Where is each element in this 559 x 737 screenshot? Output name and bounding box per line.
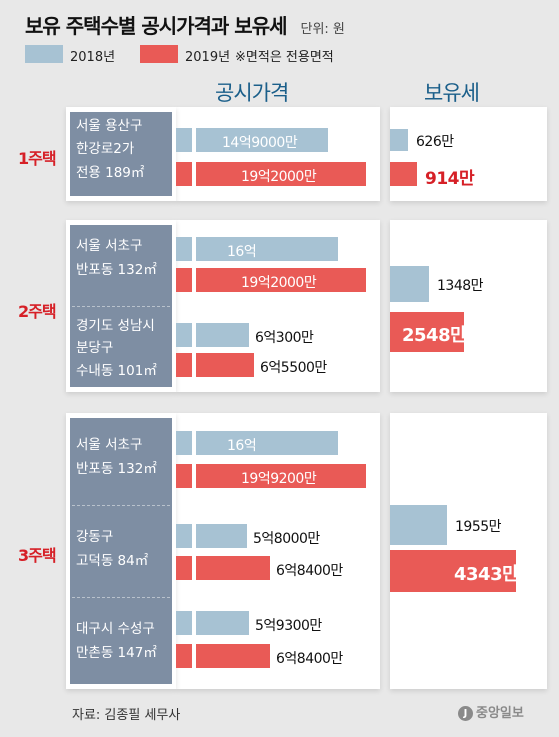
price-label-2019-5: 6억8400만 bbox=[276, 563, 343, 579]
property-label-3: 서울 서초구 반포동 132㎡ 강동구 고덕동 84㎡ 대구시 수성구 만촌동 … bbox=[70, 418, 172, 684]
tax-bar-2019-2 bbox=[390, 312, 464, 352]
tax-bar-2018-2 bbox=[390, 266, 429, 302]
property-1-line-2: 한강로2가 bbox=[76, 141, 135, 157]
property-5-line-2: 고덕동 84㎡ bbox=[76, 553, 149, 569]
column-header-price: 공시가격 bbox=[215, 81, 289, 105]
price-bar-2018-2 bbox=[196, 237, 338, 261]
source-note: 자료: 김종필 세무사 bbox=[72, 708, 181, 723]
property-4-line-1: 서울 서초구 bbox=[76, 437, 143, 453]
price-label-2019-6: 6억8400만 bbox=[276, 651, 343, 667]
legend-label-2018: 2018년 bbox=[70, 50, 116, 65]
price-bar-2018-5 bbox=[196, 524, 247, 548]
property-3-line-2: 분당구 bbox=[76, 340, 114, 356]
logo-text: 중앙일보 bbox=[476, 706, 524, 721]
title-text: 보유 주택수별 공시가격과 보유세 bbox=[25, 14, 287, 38]
tax-label-2019-3: 4343만 bbox=[454, 564, 519, 585]
tax-label-2018-1: 626만 bbox=[416, 134, 454, 150]
price-card-1 bbox=[176, 107, 380, 201]
price-bar-stub-2019-3 bbox=[176, 353, 192, 377]
tax-bar-2018-3 bbox=[390, 505, 447, 545]
price-label-2019-1: 19억2000만 bbox=[241, 169, 317, 185]
tax-label-2018-2: 1348만 bbox=[437, 278, 484, 294]
property-4-line-2: 반포동 132㎡ bbox=[76, 461, 157, 477]
tax-label-2019-2: 2548만 bbox=[402, 325, 467, 346]
price-bar-stub-2019-6 bbox=[176, 644, 192, 668]
price-label-2019-2: 19억2000만 bbox=[241, 275, 317, 291]
group-label-2: 2주택 bbox=[18, 302, 57, 321]
price-card-3 bbox=[176, 413, 380, 689]
tax-bar-2019-3 bbox=[390, 550, 516, 592]
tax-label-2019-1: 914만 bbox=[425, 169, 475, 189]
price-bar-2018-4 bbox=[196, 431, 338, 455]
tax-bar-2018-1 bbox=[390, 129, 408, 151]
price-bar-2019-6 bbox=[196, 644, 270, 668]
price-bar-stub-2019-4 bbox=[176, 464, 192, 488]
price-bar-stub-2018-5 bbox=[176, 524, 192, 548]
column-header-tax: 보유세 bbox=[424, 81, 480, 105]
tax-bar-2019-1 bbox=[390, 162, 417, 186]
property-1-line-3: 전용 189㎡ bbox=[76, 165, 145, 181]
tax-label-2018-3: 1955만 bbox=[455, 519, 502, 535]
area-note: ※면적은 전용면적 bbox=[235, 50, 334, 65]
property-divider-3a bbox=[72, 505, 170, 506]
price-bar-stub-2018-3 bbox=[176, 323, 192, 347]
property-6-line-2: 만촌동 147㎡ bbox=[76, 645, 157, 661]
price-bar-stub-2018-4 bbox=[176, 431, 192, 455]
price-bar-stub-2019-1 bbox=[176, 162, 192, 186]
legend-label-2019: 2019년 bbox=[185, 50, 231, 65]
legend-swatch-2019 bbox=[140, 45, 178, 63]
price-bar-stub-2018-1 bbox=[176, 128, 192, 152]
price-label-2018-6: 5억9300만 bbox=[255, 618, 322, 634]
property-divider-3b bbox=[72, 597, 170, 598]
price-bar-2019-1 bbox=[196, 162, 366, 186]
price-label-2019-4: 19억9200만 bbox=[241, 471, 317, 487]
price-bar-stub-2019-2 bbox=[176, 268, 192, 292]
price-label-2018-1: 14억9000만 bbox=[222, 135, 298, 151]
price-label-2019-3: 6억5500만 bbox=[260, 360, 327, 376]
publisher-logo: J 중앙일보 bbox=[458, 702, 524, 721]
group-label-1: 1주택 bbox=[18, 149, 57, 168]
price-bar-stub-2018-2 bbox=[176, 237, 192, 261]
property-2-line-2: 반포동 132㎡ bbox=[76, 262, 157, 278]
legend-swatch-2018 bbox=[25, 45, 63, 63]
price-bar-stub-2018-6 bbox=[176, 611, 192, 635]
price-bar-2018-1 bbox=[196, 128, 328, 152]
property-5-line-1: 강동구 bbox=[76, 529, 114, 545]
tax-card-2 bbox=[390, 220, 547, 392]
price-bar-2019-5 bbox=[196, 556, 270, 580]
price-bar-2019-3 bbox=[196, 353, 254, 377]
price-bar-stub-2019-5 bbox=[176, 556, 192, 580]
logo-mark: J bbox=[458, 706, 473, 721]
price-bar-2019-2 bbox=[196, 268, 366, 292]
property-label-1: 서울 용산구 한강로2가 전용 189㎡ bbox=[70, 112, 172, 196]
price-label-2018-5: 5억8000만 bbox=[253, 531, 320, 547]
property-divider-2a bbox=[72, 306, 170, 307]
price-label-2018-2: 16억 bbox=[227, 244, 257, 260]
chart-title: 보유 주택수별 공시가격과 보유세 단위: 원 bbox=[25, 10, 345, 39]
property-2-line-1: 서울 서초구 bbox=[76, 238, 143, 254]
price-bar-2018-6 bbox=[196, 611, 249, 635]
unit-text: 단위: 원 bbox=[300, 22, 345, 37]
property-3-line-1: 경기도 성남시 bbox=[76, 318, 155, 334]
property-3-line-3: 수내동 101㎡ bbox=[76, 363, 157, 379]
property-1-line-1: 서울 용산구 bbox=[76, 118, 143, 134]
group-label-3: 3주택 bbox=[18, 546, 57, 565]
price-bar-2019-4 bbox=[196, 464, 366, 488]
property-6-line-1: 대구시 수성구 bbox=[76, 621, 155, 637]
price-bar-2018-3 bbox=[196, 323, 249, 347]
price-label-2018-4: 16억 bbox=[227, 438, 257, 454]
price-label-2018-3: 6억300만 bbox=[255, 330, 314, 346]
